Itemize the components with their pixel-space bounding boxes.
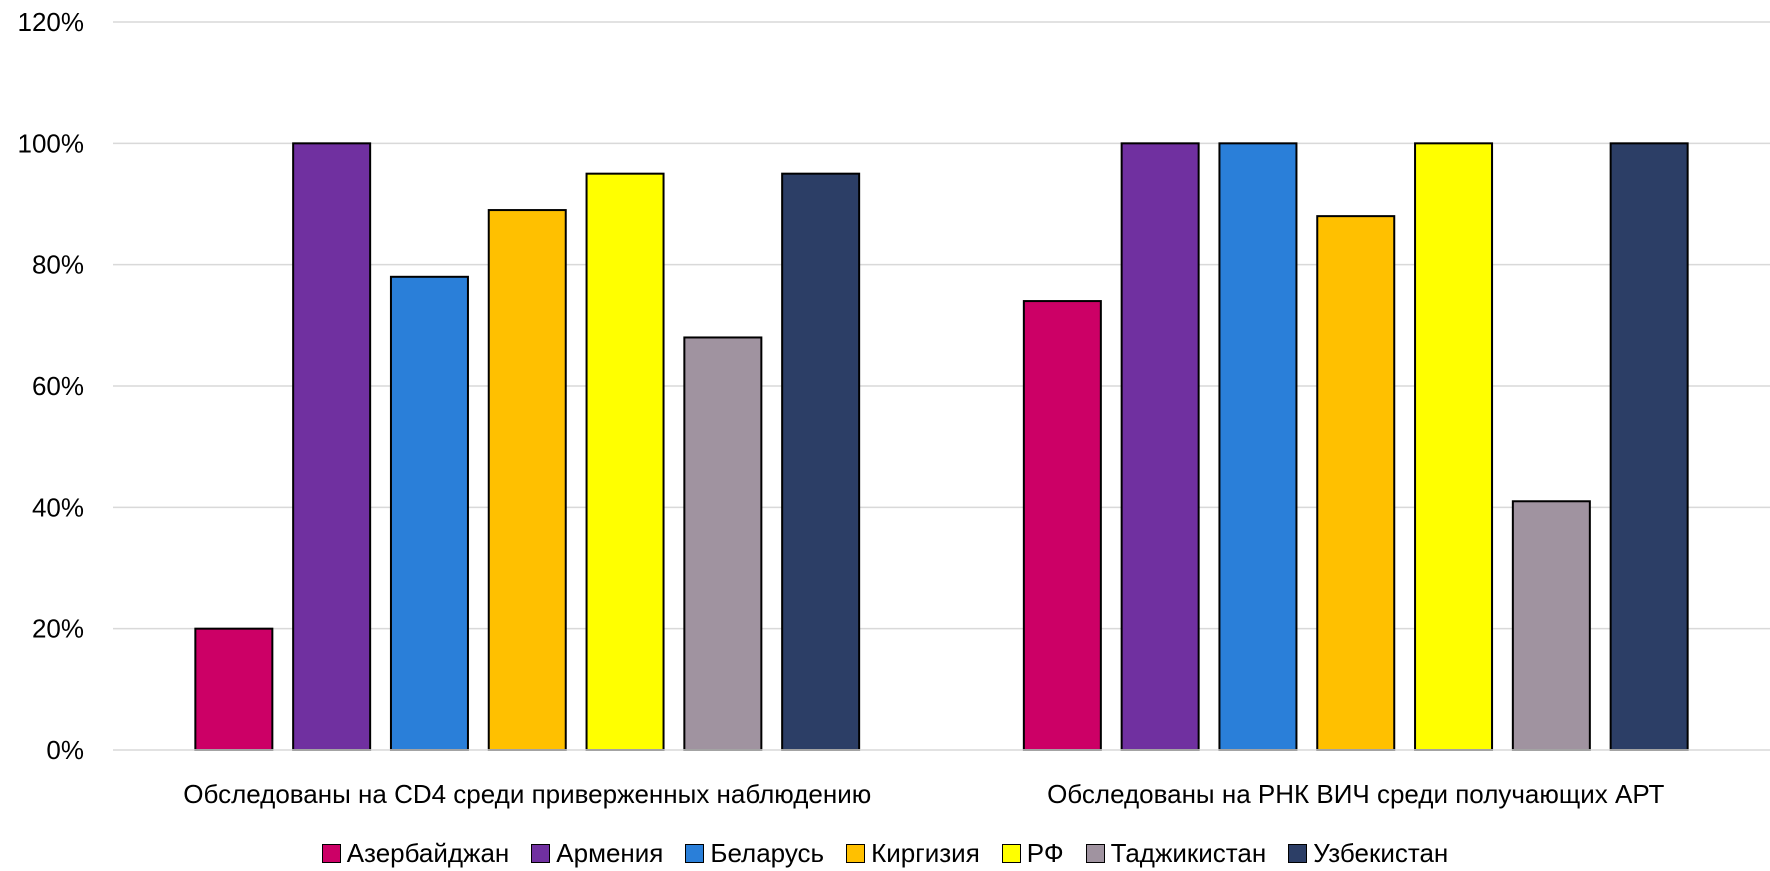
bar	[585, 172, 665, 751]
y-tick-label: 0%	[46, 735, 84, 765]
bar	[1022, 300, 1102, 751]
legend-item: Азербайджан	[321, 838, 510, 868]
legend-label: Таджикистан	[1110, 838, 1267, 868]
bar	[194, 627, 274, 752]
legend-item: Узбекистан	[1288, 840, 1448, 866]
bar	[1511, 500, 1591, 751]
y-tick-label: 60%	[32, 371, 84, 401]
bar	[1316, 215, 1396, 751]
bar	[1609, 142, 1689, 752]
legend-swatch	[531, 843, 551, 863]
legend-label: Киргизия	[871, 838, 980, 868]
legend-item: Армения	[531, 840, 663, 866]
y-axis-tick-labels: 0% 20% 40% 60% 80% 100% 120%	[18, 7, 85, 765]
legend-swatch	[321, 843, 341, 863]
legend-item: Киргизия	[846, 840, 980, 866]
legend-item: Таджикистан	[1085, 838, 1267, 868]
y-tick-label: 40%	[32, 492, 84, 522]
gridlines	[113, 21, 1770, 630]
legend: Азербайджан Армения Беларусь Киргизия РФ Тадж…	[0, 836, 1770, 870]
legend-label: Армения	[556, 838, 664, 868]
bar	[292, 142, 372, 752]
legend-label: Азербайджан	[346, 838, 510, 868]
y-tick-label: 120%	[18, 7, 85, 37]
y-tick-label: 100%	[18, 128, 85, 158]
y-tick-label: 80%	[32, 250, 84, 280]
bar	[1120, 142, 1200, 752]
x-category-label: Обследованы на CD4 среди приверженных на…	[183, 779, 871, 809]
legend-label: Узбекистан	[1313, 838, 1449, 868]
legend-item: Беларусь	[685, 840, 824, 866]
bar	[389, 275, 469, 751]
legend-swatch	[1001, 843, 1021, 863]
legend-label: Беларусь	[710, 838, 825, 868]
legend-swatch	[685, 843, 705, 863]
legend-swatch	[846, 843, 866, 863]
legend-swatch	[1085, 843, 1105, 863]
legend-item: РФ	[1001, 838, 1064, 868]
bar	[1414, 142, 1494, 752]
bar	[683, 336, 763, 751]
legend-label: РФ	[1026, 838, 1064, 868]
x-axis-category-labels: Обследованы на CD4 среди приверженных на…	[183, 779, 1664, 809]
bars	[194, 142, 1689, 752]
x-category-label: Обследованы на РНК ВИЧ среди получающих …	[1047, 779, 1664, 809]
bar	[781, 172, 861, 751]
bar	[1218, 142, 1298, 752]
legend-swatch	[1288, 843, 1308, 863]
bar	[487, 209, 567, 752]
y-tick-label: 20%	[32, 614, 84, 644]
